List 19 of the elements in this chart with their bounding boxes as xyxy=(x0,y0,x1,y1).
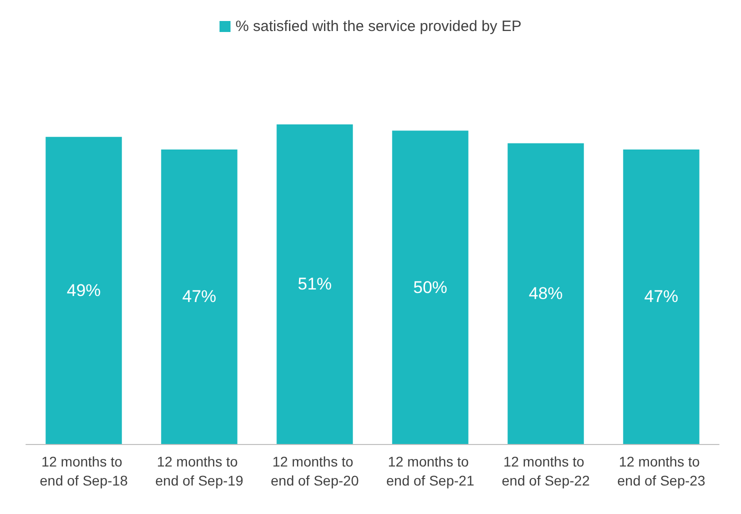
data-label: 47% xyxy=(644,287,678,306)
x-tick-label: 12 months to end of Sep-19 xyxy=(155,454,244,488)
data-label: 48% xyxy=(528,284,563,304)
x-tick-label: 12 months to end of Sep-20 xyxy=(270,454,359,488)
data-label: 49% xyxy=(66,280,101,300)
bar xyxy=(46,136,122,444)
data-label: 51% xyxy=(298,274,332,294)
x-tick-label: 12 months to end of Sep-22 xyxy=(502,454,590,488)
data-label: 47% xyxy=(182,287,216,306)
bar xyxy=(276,124,353,444)
x-tick-label: 12 months to end of Sep-18 xyxy=(40,454,128,488)
data-label: 50% xyxy=(413,278,448,297)
bar xyxy=(392,130,468,444)
bar xyxy=(508,143,584,444)
x-tick-label: 12 months to end of Sep-23 xyxy=(617,454,706,488)
bar xyxy=(623,149,700,444)
x-tick-label: 12 months to end of Sep-21 xyxy=(386,454,474,488)
legend-label: % satisfied with the service provided by EP xyxy=(236,18,522,35)
bar xyxy=(161,149,238,444)
